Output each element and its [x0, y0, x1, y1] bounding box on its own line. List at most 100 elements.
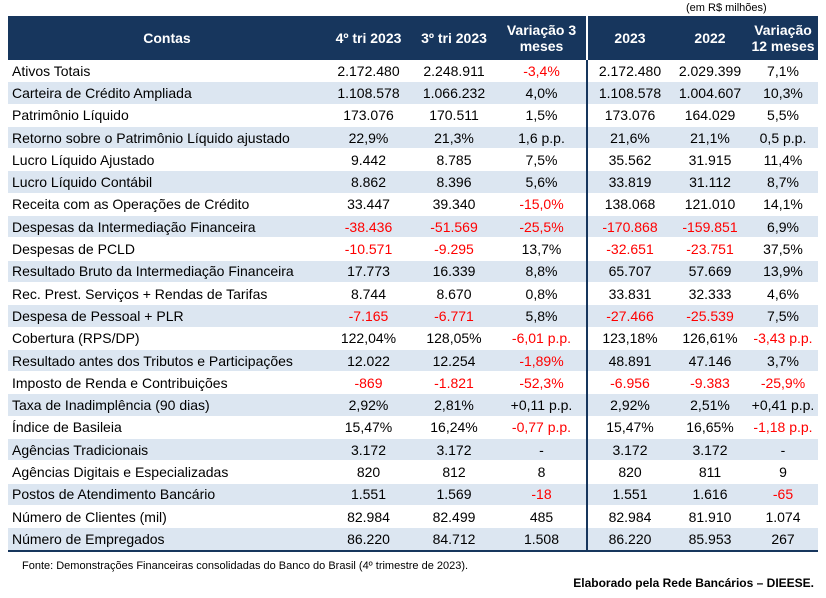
row-label: Agências Digitais e Especializadas: [8, 460, 326, 484]
cell-value: 33.831: [586, 282, 672, 306]
cell-value: 13,7%: [497, 237, 587, 261]
cell-value: 86.220: [586, 527, 672, 552]
cell-value: 16,24%: [411, 416, 497, 440]
cell-value: -3,4%: [497, 60, 587, 83]
cell-value: 2.172.480: [326, 60, 411, 83]
table-row: Despesas da Intermediação Financeira -38.…: [8, 215, 818, 239]
header-variacao-3m: Variação 3 meses: [497, 16, 587, 60]
cell-value: 1.616: [672, 483, 748, 506]
row-label: Receita com as Operações de Crédito: [8, 193, 326, 217]
cell-value: -6,01 p.p.: [497, 327, 587, 350]
row-label: Lucro Líquido Contábil: [8, 170, 326, 194]
row-label: Número de Empregados: [8, 527, 326, 552]
row-label: Ativos Totais: [8, 60, 326, 83]
cell-value: 2,92%: [586, 393, 672, 417]
cell-value: 21,6%: [586, 126, 672, 150]
cell-value: 35.562: [586, 148, 672, 172]
unit-note: (em R$ milhões): [686, 2, 767, 14]
cell-value: +0,11 p.p.: [497, 393, 587, 417]
cell-value: -51.569: [411, 215, 497, 239]
table-row: Ativos Totais 2.172.480 2.248.911 -3,4% 2.17…: [8, 60, 818, 83]
cell-value: -9.383: [672, 371, 748, 395]
cell-value: 8.785: [411, 148, 497, 172]
cell-value: -1,89%: [497, 349, 587, 373]
cell-value: 6,9%: [748, 215, 818, 239]
cell-value: 33.819: [586, 170, 672, 194]
cell-value: 1,6 p.p.: [497, 126, 587, 150]
cell-value: 2.029.399: [672, 60, 748, 83]
cell-value: 126,61%: [672, 327, 748, 350]
cell-value: 8: [497, 460, 587, 484]
cell-value: 5,5%: [748, 104, 818, 127]
row-label: Rec. Prest. Serviços + Rendas de Tarifas: [8, 282, 326, 306]
cell-value: 7,5%: [748, 304, 818, 328]
cell-value: 121.010: [672, 193, 748, 217]
cell-value: 81.910: [672, 505, 748, 529]
cell-value: -25,9%: [748, 371, 818, 395]
cell-value: 3.172: [411, 438, 497, 462]
row-label: Despesas de PCLD: [8, 237, 326, 261]
cell-value: 8.744: [326, 282, 411, 306]
row-label: Lucro Líquido Ajustado: [8, 148, 326, 172]
cell-value: -23.751: [672, 237, 748, 261]
row-label: Imposto de Renda e Contribuições: [8, 371, 326, 395]
cell-value: -52,3%: [497, 371, 587, 395]
row-label: Cobertura (RPS/DP): [8, 327, 326, 350]
cell-value: 8.670: [411, 282, 497, 306]
cell-value: 9.442: [326, 148, 411, 172]
table-row: Lucro Líquido Ajustado 9.442 8.785 7,5% 35.5…: [8, 148, 818, 172]
cell-value: 820: [586, 460, 672, 484]
cell-value: 48.891: [586, 349, 672, 373]
cell-value: 0,5 p.p.: [748, 126, 818, 150]
cell-value: 4,0%: [497, 81, 587, 105]
header-2022: 2022: [672, 16, 748, 60]
row-label: Postos de Atendimento Bancário: [8, 483, 326, 506]
cell-value: 123,18%: [586, 327, 672, 350]
cell-value: 9: [748, 460, 818, 484]
row-label: Resultado antes dos Tributos e Participa…: [8, 349, 326, 373]
cell-value: 65.707: [586, 260, 672, 283]
cell-value: 1.074: [748, 505, 818, 529]
cell-value: 39.340: [411, 193, 497, 217]
cell-value: 2,51%: [672, 393, 748, 417]
cell-value: 22,9%: [326, 126, 411, 150]
cell-value: 85.953: [672, 527, 748, 552]
table-row: Taxa de Inadimplência (90 dias) 2,92% 2,81…: [8, 393, 818, 417]
cell-value: -6.956: [586, 371, 672, 395]
header-contas: Contas: [8, 16, 326, 60]
row-label: Patrimônio Líquido: [8, 104, 326, 127]
cell-value: 122,04%: [326, 327, 411, 350]
cell-value: 82.499: [411, 505, 497, 529]
cell-value: 8,8%: [497, 260, 587, 283]
row-label: Retorno sobre o Patrimônio Líquido ajust…: [8, 126, 326, 150]
cell-value: 16,65%: [672, 416, 748, 440]
cell-value: -38.436: [326, 215, 411, 239]
table-row: Lucro Líquido Contábil 8.862 8.396 5,6% 33.8…: [8, 170, 818, 194]
table-row: Número de Empregados 86.220 84.712 1.508 86.…: [8, 527, 818, 552]
row-label: Índice de Basileia: [8, 416, 326, 440]
cell-value: 8.396: [411, 170, 497, 194]
cell-value: 3.172: [326, 438, 411, 462]
cell-value: 812: [411, 460, 497, 484]
header-3tri-2023: 3º tri 2023: [411, 16, 497, 60]
header-4tri-2023: 4º tri 2023: [326, 16, 411, 60]
cell-value: 173.076: [586, 104, 672, 127]
cell-value: -1,18 p.p.: [748, 416, 818, 440]
table-row: Agências Digitais e Especializadas 820 812…: [8, 460, 818, 484]
cell-value: 16.339: [411, 260, 497, 283]
cell-value: -1.821: [411, 371, 497, 395]
cell-value: 1.569: [411, 483, 497, 506]
cell-value: 13,9%: [748, 260, 818, 283]
cell-value: 31.112: [672, 170, 748, 194]
cell-value: 2,92%: [326, 393, 411, 417]
header-2023: 2023: [586, 16, 672, 60]
table-row: Número de Clientes (mil) 82.984 82.499 485 8…: [8, 505, 818, 529]
cell-value: 14,1%: [748, 193, 818, 217]
cell-value: 164.029: [672, 104, 748, 127]
cell-value: 12.022: [326, 349, 411, 373]
cell-value: 820: [326, 460, 411, 484]
cell-value: 47.146: [672, 349, 748, 373]
cell-value: 4,6%: [748, 282, 818, 306]
cell-value: -27.466: [586, 304, 672, 328]
header-row: Contas 4º tri 2023 3º tri 2023 Variação …: [8, 16, 818, 60]
